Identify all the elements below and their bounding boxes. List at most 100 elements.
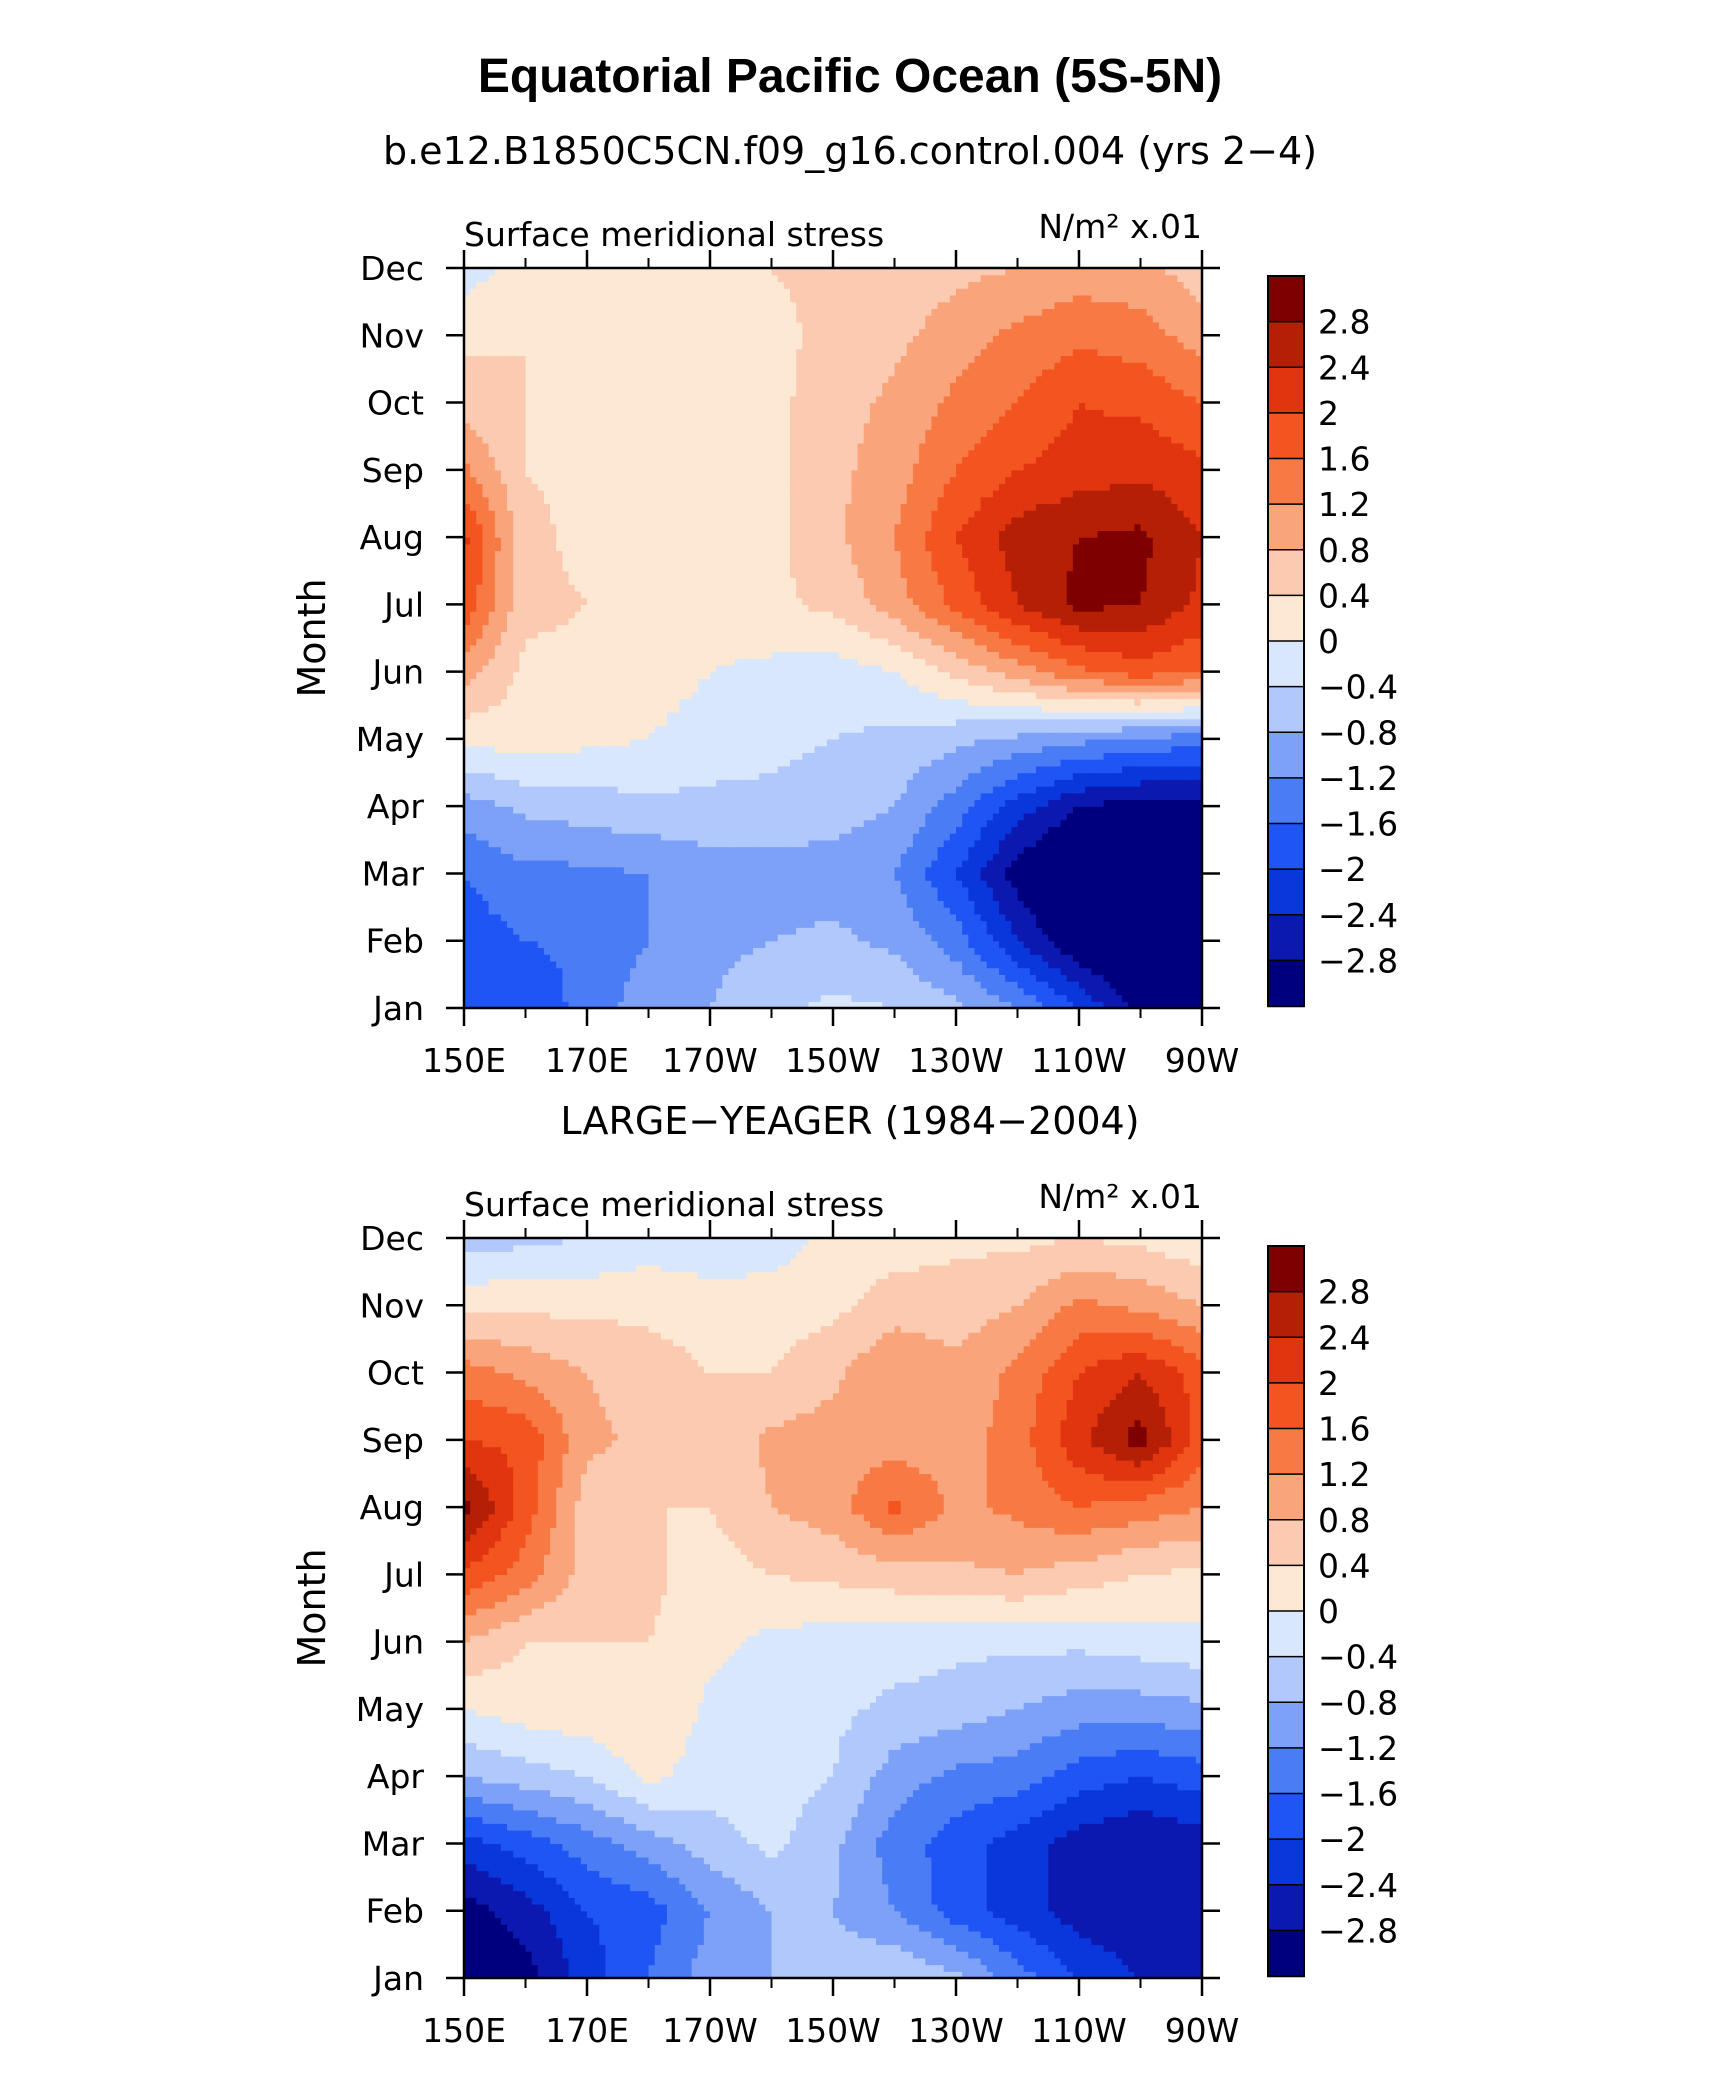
field-cell [888,840,895,847]
field-cell [839,927,846,934]
field-cell [519,867,526,874]
field-cell [507,725,514,732]
field-cell [704,941,711,948]
field-cell [772,826,779,833]
field-cell [612,995,619,1002]
field-cell [1171,941,1178,948]
field-cell [931,900,938,907]
field-cell [507,974,514,981]
field-cell [1147,853,1154,860]
field-cell [1011,766,1018,773]
field-cell [685,887,692,894]
field-cell [950,867,957,874]
field-cell [765,907,772,914]
field-cell [1030,961,1037,968]
field-cell [901,954,908,961]
field-cell [1104,961,1111,968]
field-cell [827,995,834,1002]
field-cell [919,773,926,780]
field-cell [864,921,871,928]
field-cell [901,813,908,820]
field-cell [999,887,1006,894]
field-cell [1011,806,1018,813]
field-cell [1079,732,1086,739]
field-cell [765,894,772,901]
field-cell [1122,961,1129,968]
field-cell [661,853,668,860]
field-cell [1104,921,1111,928]
field-cell [919,793,926,800]
field-cell [1104,934,1111,941]
field-cell [562,900,569,907]
field-cell [1122,840,1129,847]
field-cell [722,746,729,753]
field-cell [821,954,828,961]
field-cell [593,981,600,988]
field-cell [612,887,619,894]
field-cell [1110,974,1117,981]
field-cell [772,988,779,995]
field-cell [1067,833,1074,840]
field-cell [698,974,705,981]
field-cell [974,746,981,753]
field-cell [562,813,569,820]
field-cell [1134,799,1141,806]
field-cell [882,746,889,753]
field-cell [851,799,858,806]
field-cell [778,941,785,948]
field-cell [605,773,612,780]
field-cell [888,988,895,995]
field-cell [636,773,643,780]
field-cell [1054,746,1061,753]
field-cell [858,907,865,914]
field-cell [685,826,692,833]
field-cell [802,867,809,874]
field-cell [599,793,606,800]
field-cell [993,988,1000,995]
field-cell [673,826,680,833]
field-cell [716,947,723,954]
field-cell [605,961,612,968]
field-cell [784,900,791,907]
field-cell [962,746,969,753]
field-cell [1165,820,1172,827]
field-cell [1177,907,1184,914]
field-cell [858,752,865,759]
field-cell [968,833,975,840]
field-cell [716,954,723,961]
field-cell [722,759,729,766]
field-cell [1153,873,1160,880]
field-cell [919,766,926,773]
field-cell [470,746,477,753]
field-cell [495,813,502,820]
field-cell [845,954,852,961]
field-cell [827,988,834,995]
field-cell [550,820,557,827]
field-cell [1153,974,1160,981]
field-cell [636,799,643,806]
field-cell [741,773,748,780]
field-cell [728,813,735,820]
field-cell [796,900,803,907]
field-cell [581,894,588,901]
field-cell [624,907,631,914]
field-cell [685,954,692,961]
field-cell [624,820,631,827]
field-cell [851,867,858,874]
field-cell [882,954,889,961]
field-cell [605,793,612,800]
field-cell [556,860,563,867]
field-cell [815,759,822,766]
field-cell [1011,894,1018,901]
field-cell [913,974,920,981]
field-cell [679,826,686,833]
field-cell [538,732,545,739]
field-cell [759,746,766,753]
field-cell [753,961,760,968]
field-cell [1134,947,1141,954]
field-cell [882,766,889,773]
field-cell [1085,981,1092,988]
field-cell [1147,934,1154,941]
field-cell [618,941,625,948]
field-cell [1018,914,1025,921]
